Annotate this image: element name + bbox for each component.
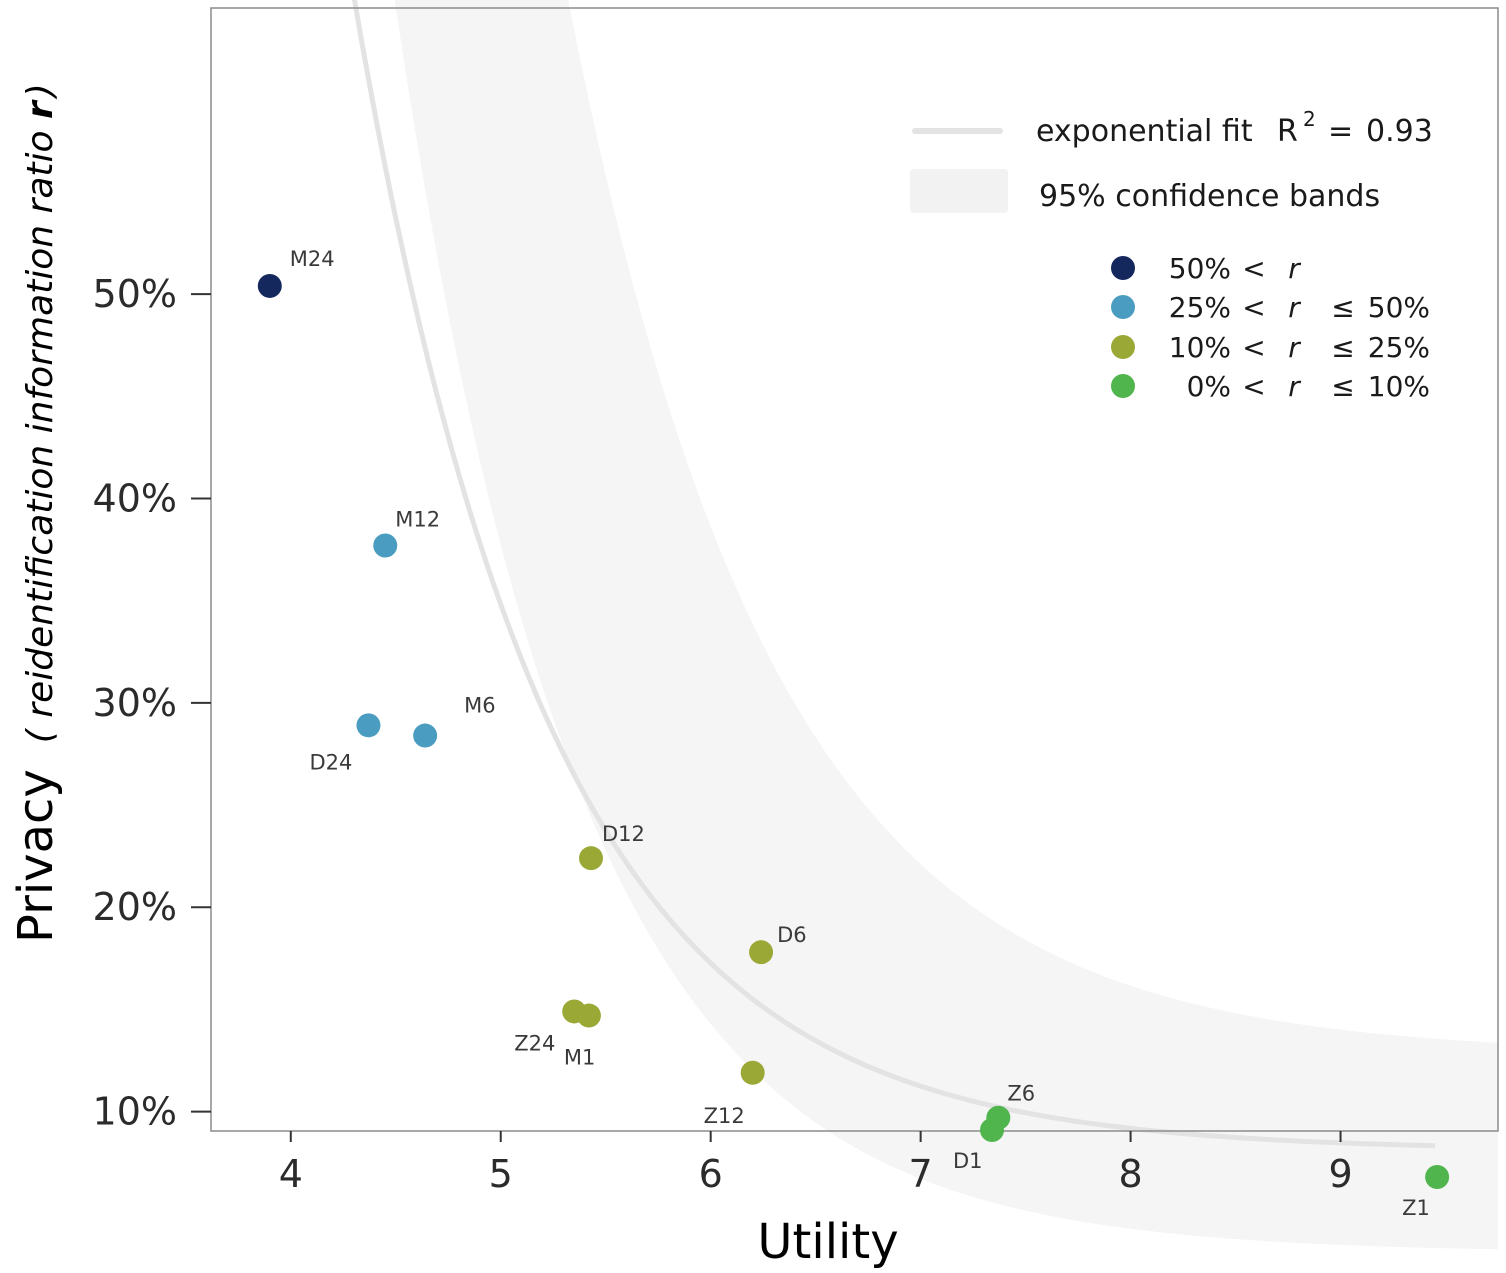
point-d6 — [749, 940, 774, 965]
legend-cat-lt: < — [1242, 252, 1265, 285]
point-z12 — [740, 1060, 765, 1085]
legend-cat-lo: 0% — [1187, 370, 1231, 403]
y-tick-label: 30% — [93, 681, 177, 725]
confidence-band-layer — [394, 0, 1498, 1250]
x-tick-label: 6 — [699, 1152, 723, 1196]
point-label-z1: Z1 — [1402, 1196, 1430, 1220]
legend-cat-hi: 50% — [1368, 291, 1430, 324]
point-d12 — [579, 846, 604, 871]
legend-cat-var: r — [1288, 331, 1301, 364]
legend-cat-lt: < — [1242, 370, 1265, 403]
y-axis-title: Privacy ( reidentification information r… — [8, 83, 64, 943]
legend-cat-le: ≤ — [1331, 291, 1354, 324]
y-tick-label: 10% — [93, 1090, 177, 1134]
x-tick-label: 9 — [1328, 1152, 1352, 1196]
legend-cat-lt: < — [1242, 331, 1265, 364]
point-label-z24: Z24 — [514, 1031, 555, 1055]
x-tick-label: 8 — [1118, 1152, 1142, 1196]
point-d1 — [980, 1117, 1005, 1142]
plot-frame — [210, 7, 1499, 1132]
legend-band-swatch — [910, 169, 1008, 213]
point-label-z12: Z12 — [704, 1104, 745, 1128]
legend-r2-value: 0.93 — [1366, 114, 1433, 149]
exponential-fit-line — [351, 0, 1436, 1149]
y-axis-title-variable: r — [20, 99, 61, 119]
y-axis-title-note: ( reidentification information ratio — [20, 119, 61, 743]
legend-cat-var: r — [1288, 291, 1301, 324]
fit-curve-layer — [351, 0, 1436, 1149]
point-label-m6: M6 — [464, 694, 495, 718]
point-d24 — [356, 713, 381, 738]
x-axis: 4 5 6 7 8 9 — [279, 1131, 1353, 1196]
point-label-m1: M1 — [564, 1046, 595, 1070]
y-tick-label: 40% — [93, 476, 177, 520]
legend-cat-le: ≤ — [1331, 370, 1354, 403]
point-label-d1: D1 — [953, 1149, 983, 1173]
point-label-m12: M12 — [395, 507, 440, 531]
x-tick-label: 5 — [489, 1152, 513, 1196]
legend-fit-label: exponential fit — [1036, 114, 1253, 149]
legend-cat-lo: 50% — [1169, 252, 1231, 285]
y-axis-title-close: ) — [20, 83, 61, 100]
legend-cat-hi: 10% — [1368, 370, 1430, 403]
point-label-d12: D12 — [602, 822, 645, 846]
legend-cat-swatch — [1111, 295, 1135, 319]
legend-r2-symbol: R — [1277, 114, 1298, 149]
legend-cat-var: r — [1288, 252, 1301, 285]
legend-cat-swatch — [1111, 335, 1135, 359]
point-z1 — [1425, 1164, 1450, 1189]
legend-r2-equals: = — [1328, 114, 1353, 149]
data-points-layer: M24 M12 D24 M6 D12 D6 Z24 M1 Z12 Z6 D1 Z1 — [257, 247, 1450, 1220]
legend-band-label: 95% confidence bands — [1039, 179, 1380, 214]
legend-cat-lo: 25% — [1169, 291, 1231, 324]
x-tick-label: 4 — [279, 1152, 303, 1196]
confidence-band — [394, 0, 1498, 1250]
legend: exponential fit R 2 = 0.93 95% confidenc… — [910, 107, 1433, 403]
point-m12 — [373, 533, 398, 558]
point-m1 — [576, 1003, 601, 1028]
point-label-d24: D24 — [309, 750, 352, 774]
legend-cat-le: ≤ — [1331, 331, 1354, 364]
y-axis-title-main: Privacy — [8, 769, 64, 943]
y-tick-label: 50% — [93, 272, 177, 316]
y-axis: 10% 20% 30% 40% 50% — [93, 272, 211, 1134]
x-axis-title: Utility — [757, 1214, 898, 1270]
point-label-d6: D6 — [777, 923, 807, 947]
legend-r2-exponent: 2 — [1303, 107, 1316, 131]
x-tick-label: 7 — [909, 1152, 933, 1196]
legend-cat-swatch — [1111, 256, 1135, 280]
legend-cat-lt: < — [1242, 291, 1265, 324]
legend-cat-var: r — [1288, 370, 1301, 403]
point-m6 — [413, 723, 438, 748]
legend-cat-lo: 10% — [1169, 331, 1231, 364]
legend-categories: 50% < r 25% < r ≤50% 10% < r ≤25% 0% < r ≤10% — [1111, 252, 1430, 403]
point-label-z6: Z6 — [1007, 1082, 1035, 1106]
legend-cat-swatch — [1111, 374, 1135, 398]
legend-cat-hi: 25% — [1368, 331, 1430, 364]
point-label-m24: M24 — [290, 247, 335, 271]
point-m24 — [257, 273, 282, 298]
y-tick-label: 20% — [93, 885, 177, 929]
